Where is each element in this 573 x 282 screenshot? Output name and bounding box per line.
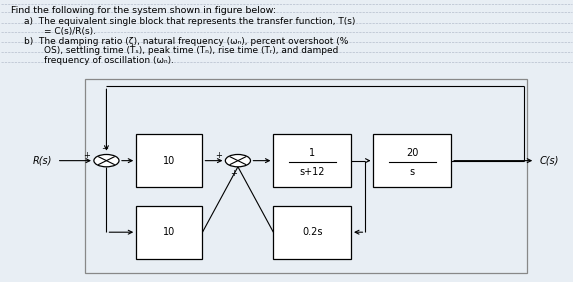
Text: 20: 20 — [406, 148, 418, 158]
Circle shape — [94, 155, 119, 167]
Text: +: + — [84, 151, 91, 160]
Text: = C(s)/R(s).: = C(s)/R(s). — [44, 27, 96, 36]
Text: R(s): R(s) — [33, 156, 52, 166]
Text: s: s — [410, 167, 415, 177]
Bar — [273, 206, 351, 259]
Text: a)  The equivalent single block that represents the transfer function, T(s): a) The equivalent single block that repr… — [23, 17, 355, 26]
Text: −: − — [101, 144, 108, 153]
Bar — [136, 134, 202, 187]
Bar — [273, 134, 351, 187]
Text: 1: 1 — [309, 148, 315, 158]
Text: frequency of oscillation (ωₙ).: frequency of oscillation (ωₙ). — [44, 56, 174, 65]
Bar — [85, 79, 527, 273]
Text: 10: 10 — [163, 227, 175, 237]
Bar — [374, 134, 451, 187]
Text: +: + — [230, 169, 237, 178]
Text: Find the following for the system shown in figure below:: Find the following for the system shown … — [11, 6, 276, 15]
Text: b)  The damping ratio (ζ), natural frequency (ωₙ), percent overshoot (%: b) The damping ratio (ζ), natural freque… — [23, 37, 348, 46]
Text: s+12: s+12 — [300, 167, 325, 177]
Text: OS), settling time (Tₛ), peak time (Tₙ), rise time (Tᵣ), and damped: OS), settling time (Tₛ), peak time (Tₙ),… — [44, 46, 338, 55]
Text: C(s): C(s) — [540, 156, 559, 166]
Circle shape — [225, 155, 250, 167]
Bar — [136, 206, 202, 259]
Text: +: + — [215, 151, 222, 160]
Text: 10: 10 — [163, 156, 175, 166]
Text: 0.2s: 0.2s — [302, 227, 323, 237]
